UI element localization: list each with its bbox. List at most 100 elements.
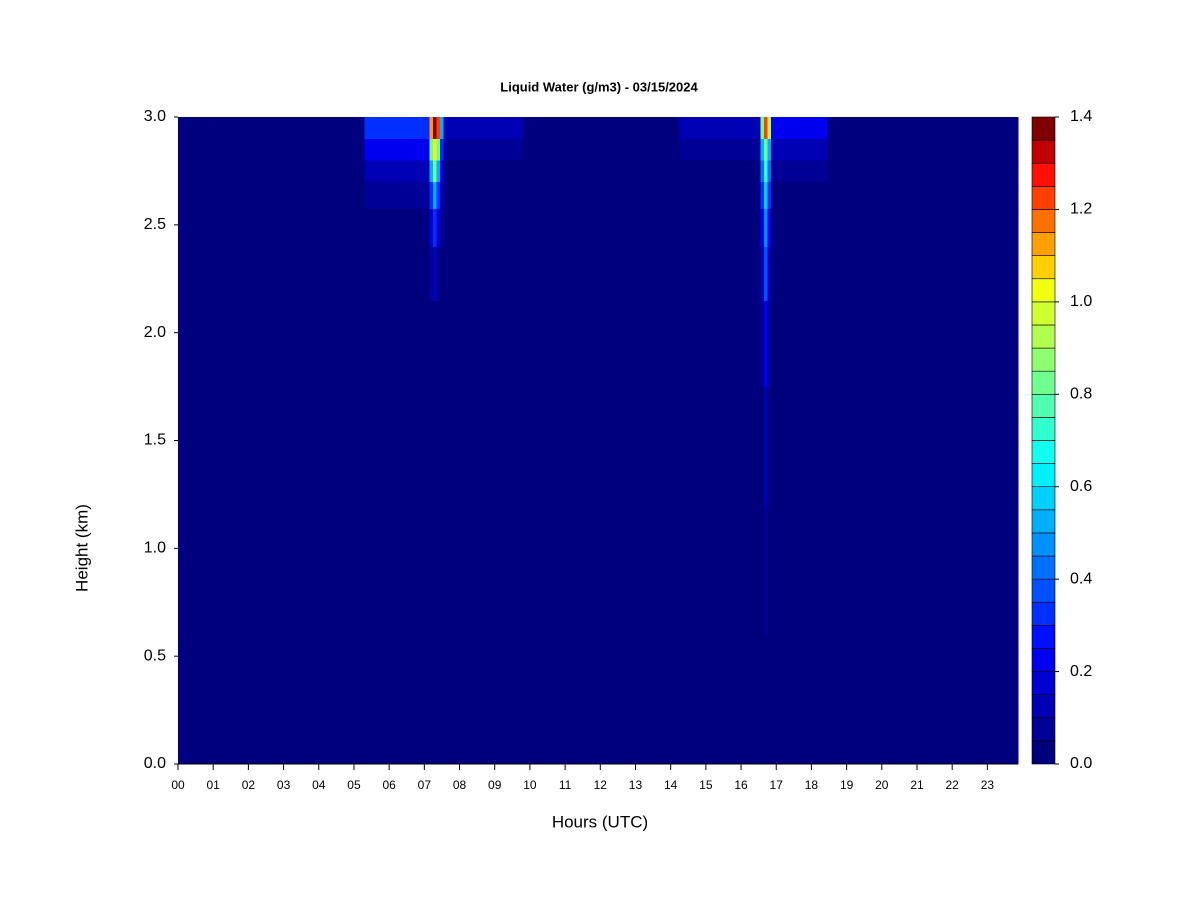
heatmap-cell [770,300,828,388]
heatmap-cell [443,160,524,183]
heatmap-cell [760,505,765,636]
heatmap-cell [440,634,445,765]
heatmap-cell [770,505,828,636]
heatmap-cell [443,208,524,247]
heatmap-cell [763,505,768,636]
heatmap-cell [522,117,680,140]
x-tick-label: 05 [347,778,361,792]
heatmap-cell [178,208,366,247]
x-tick-label: 01 [207,778,221,792]
colorbar-box [1031,139,1056,164]
heatmap-cell [827,505,1019,636]
heatmap-cell [436,181,441,210]
heatmap-cell [827,300,1019,388]
colorbar-box [1031,324,1056,349]
heatmap-cell [178,117,366,140]
heatmap-cell [763,246,768,301]
x-tick-label: 07 [418,778,432,792]
x-tick-label: 21 [910,778,924,792]
heatmap-cell [827,138,1019,161]
heatmap-cell [429,181,434,210]
heatmap-cell [760,246,765,301]
colorbar-box [1031,625,1056,649]
x-tick-label: 20 [875,778,889,792]
colorbar-box [1031,717,1056,742]
x-tick-label: 00 [171,778,185,792]
x-tick-label: 04 [312,778,326,792]
heatmap-cell [827,160,1019,183]
colorbar-box [1031,255,1056,280]
heatmap-cell [429,386,434,506]
colorbar-tick-label: 0.2 [1070,663,1092,680]
heatmap-cell [767,634,772,765]
heatmap-cell [436,138,441,161]
heatmap-cell [522,505,680,636]
heatmap-cell [440,181,445,210]
x-tick-label: 12 [594,778,608,792]
colorbar-box [1031,417,1056,441]
colorbar-box [1031,671,1056,695]
heatmap-cell [760,634,765,765]
heatmap-cell [443,117,524,140]
y-tick-label: 0.5 [144,647,166,664]
heatmap-cell [433,634,438,765]
heatmap-cell [770,181,828,210]
heatmap-cell [679,208,761,247]
x-tick-label: 02 [242,778,256,792]
colorbar-tick-label: 0.6 [1070,478,1092,495]
x-tick-label: 13 [629,778,643,792]
heatmap-cell [440,208,445,247]
x-tick-label: 10 [523,778,537,792]
heatmap-cell [364,300,431,388]
colorbar-box [1031,232,1056,256]
heatmap-cell [770,117,828,140]
heatmap-cell [763,117,768,140]
heatmap-cell [827,117,1019,140]
heatmap-cell [364,246,431,301]
colorbar-box [1031,162,1056,187]
heatmap-cell [767,246,772,301]
heatmap-cell [770,208,828,247]
heatmap-cell [364,505,431,636]
x-tick-label: 23 [981,778,995,792]
colorbar-box [1031,278,1056,303]
heatmap-cell [436,634,441,765]
heatmap-cell [770,634,828,765]
heatmap-cell [436,246,441,301]
colorbar-tick-label: 1.4 [1070,108,1092,125]
colorbar-box [1031,370,1056,395]
heatmap-cell [522,181,680,210]
heatmap-cell [767,386,772,506]
heatmap-cell [433,505,438,636]
colorbar-box [1031,209,1056,233]
heatmap-cell [763,208,768,247]
colorbar-tick-label: 1.2 [1070,201,1092,218]
heatmap-cell [767,181,772,210]
heatmap-cell [770,386,828,506]
heatmap-cell [760,138,765,161]
heatmap-cell [522,138,680,161]
heatmap-cell [767,117,772,140]
colorbar-box [1031,463,1056,488]
heatmap-cell [770,138,828,161]
heatmap-cell [522,386,680,506]
heatmap-cell [178,246,366,301]
heatmap-cell [760,386,765,506]
heatmap-cell [436,208,441,247]
colorbar-box [1031,601,1056,626]
heatmap-cell [436,117,441,140]
heatmap-cell [443,181,524,210]
heatmap-cell [827,246,1019,301]
heatmap-cell [443,505,524,636]
heatmap-cell [440,117,445,140]
colorbar-tick-label: 0.8 [1070,386,1092,403]
x-tick-label: 15 [699,778,713,792]
heatmap-cell [763,181,768,210]
heatmap-cell [436,386,441,506]
heatmap-cell [679,138,761,161]
colorbar-tick-label: 0.4 [1070,570,1092,587]
x-tick-label: 19 [840,778,854,792]
heatmap-cell [178,300,366,388]
heatmap-cell [429,117,434,140]
